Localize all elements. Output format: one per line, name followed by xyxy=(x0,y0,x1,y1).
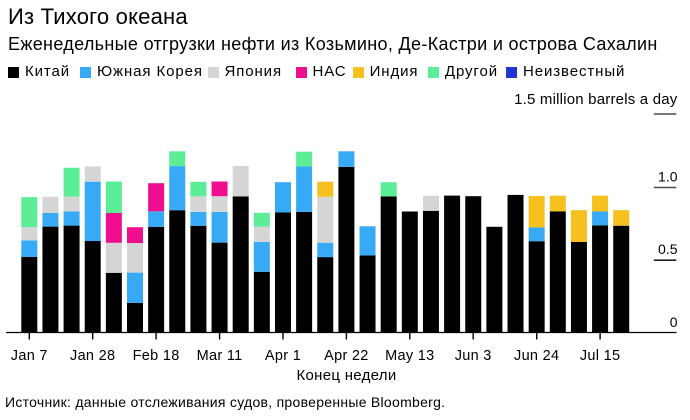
svg-text:0.5: 0.5 xyxy=(658,241,678,257)
svg-text:Mar 11: Mar 11 xyxy=(197,348,243,364)
svg-text:Feb 18: Feb 18 xyxy=(133,348,180,364)
svg-text:Jun 3: Jun 3 xyxy=(455,348,492,364)
svg-text:Jan 28: Jan 28 xyxy=(70,348,115,364)
svg-text:Apr 1: Apr 1 xyxy=(265,348,301,364)
svg-text:Apr 22: Apr 22 xyxy=(324,348,369,364)
svg-text:May 13: May 13 xyxy=(385,348,434,364)
svg-text:0: 0 xyxy=(670,314,678,330)
svg-text:1.0: 1.0 xyxy=(658,168,678,184)
svg-text:Jan 7: Jan 7 xyxy=(11,348,48,364)
svg-text:Jun 24: Jun 24 xyxy=(514,348,559,364)
svg-text:Jul 15: Jul 15 xyxy=(580,348,621,364)
